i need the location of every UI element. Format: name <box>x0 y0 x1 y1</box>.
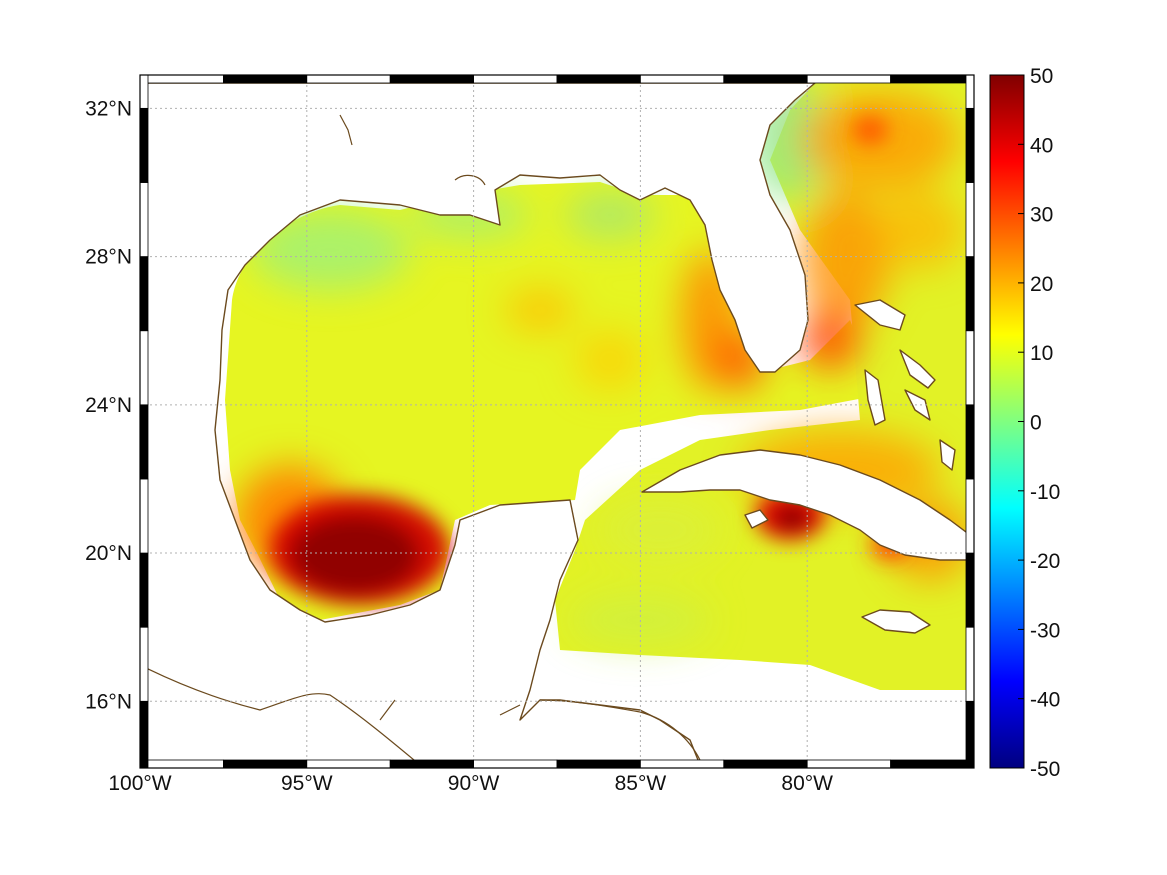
frame-segment-right <box>965 552 975 628</box>
y-tick-label: 24°N <box>85 394 132 417</box>
bahamas-island-4 <box>939 439 956 471</box>
x-tick-label: 90°W <box>448 772 500 795</box>
x-axis-labels: 100°W 95°W 90°W 85°W 80°W <box>108 772 833 795</box>
frame-segment-top <box>890 74 975 84</box>
frame-segment-bottom <box>389 759 475 769</box>
colorbar-tick-label: 40 <box>1030 134 1053 157</box>
x-tick-label: 85°W <box>615 772 667 795</box>
colorbar: 50 40 30 20 10 0 -10 -20 -30 -40 -50 <box>989 65 1060 781</box>
colorbar-tick-label: -20 <box>1030 550 1060 573</box>
colorbar-tick-label: 30 <box>1030 204 1053 227</box>
x-tick-label: 100°W <box>108 772 171 795</box>
colorbar-tick-label: 10 <box>1030 342 1053 365</box>
frame-segment-left <box>139 626 149 702</box>
x-tick-label: 80°W <box>781 772 833 795</box>
frame-segment-left <box>139 256 149 332</box>
y-tick-label: 32°N <box>85 97 132 120</box>
frame-segment-bottom <box>556 759 641 769</box>
frame-segment-top <box>139 74 224 84</box>
frame-segment-top <box>389 74 475 84</box>
frame-segment-bottom <box>723 759 808 769</box>
colorbar-labels: 50 40 30 20 10 0 -10 -20 -30 -40 -50 <box>1018 65 1060 781</box>
frame-segment-bottom <box>473 759 558 769</box>
frame-segment-right <box>965 256 975 332</box>
frame-segment-top <box>806 74 892 84</box>
isla-juventud-land <box>744 509 769 529</box>
y-tick-label: 28°N <box>85 246 132 269</box>
colorbar-gradient <box>989 74 1025 769</box>
frame-segment-left <box>139 700 149 769</box>
frame-segment-left <box>139 552 149 628</box>
frame-segment-top <box>222 74 308 84</box>
colorbar-tick-label: -10 <box>1030 481 1060 504</box>
frame-segment-left <box>139 107 149 183</box>
bahamas-island-5 <box>904 389 931 421</box>
frame-segment-top <box>640 74 725 84</box>
frame-segment-bottom <box>139 759 224 769</box>
frame-segment-top <box>473 74 558 84</box>
frame-segment-top <box>723 74 808 84</box>
x-tick-label: 95°W <box>281 772 333 795</box>
frame-segment-left <box>139 182 149 257</box>
bahamas-island-2 <box>864 369 886 426</box>
frame-segment-top <box>556 74 641 84</box>
frame-segment-bottom <box>890 759 975 769</box>
map-plot-area <box>148 83 966 760</box>
map-grid <box>148 83 966 760</box>
colorbar-tick-label: -40 <box>1030 689 1060 712</box>
land-masses <box>148 83 966 760</box>
bahamas-island-3 <box>899 349 936 389</box>
frame-segment-left <box>139 330 149 406</box>
y-tick-label: 20°N <box>85 542 132 565</box>
north-america-land <box>148 83 816 760</box>
frame-segment-bottom <box>640 759 725 769</box>
cuba-land <box>641 449 966 561</box>
frame-segment-left <box>139 74 149 109</box>
frame-segment-bottom <box>222 759 308 769</box>
frame-segment-right <box>965 700 975 769</box>
y-tick-label: 16°N <box>85 690 132 713</box>
frame-segment-right <box>965 107 975 183</box>
y-axis-labels: 16°N 20°N 24°N 28°N 32°N <box>85 97 132 713</box>
frame-segment-top <box>306 74 391 84</box>
frame-segment-left <box>139 404 149 480</box>
frame-segment-right <box>965 330 975 406</box>
frame-segment-bottom <box>806 759 892 769</box>
colorbar-tick-label: 50 <box>1030 65 1053 88</box>
colorbar-tick-label: -30 <box>1030 619 1060 642</box>
colorbar-tick-label: 0 <box>1030 412 1042 435</box>
jamaica-land <box>861 609 931 634</box>
frame-segment-right <box>965 626 975 702</box>
frame-segment-left <box>139 478 149 554</box>
bahamas-island-1 <box>854 299 906 331</box>
ocean-field <box>225 83 966 690</box>
map-border <box>139 74 975 769</box>
colorbar-tick-label: -50 <box>1030 758 1060 781</box>
frame-segment-right <box>965 404 975 480</box>
frame-segment-right <box>965 182 975 257</box>
frame-segment-right <box>965 478 975 554</box>
frame-segment-right <box>965 74 975 109</box>
frame-segment-bottom <box>306 759 391 769</box>
colorbar-tick-label: 20 <box>1030 273 1053 296</box>
